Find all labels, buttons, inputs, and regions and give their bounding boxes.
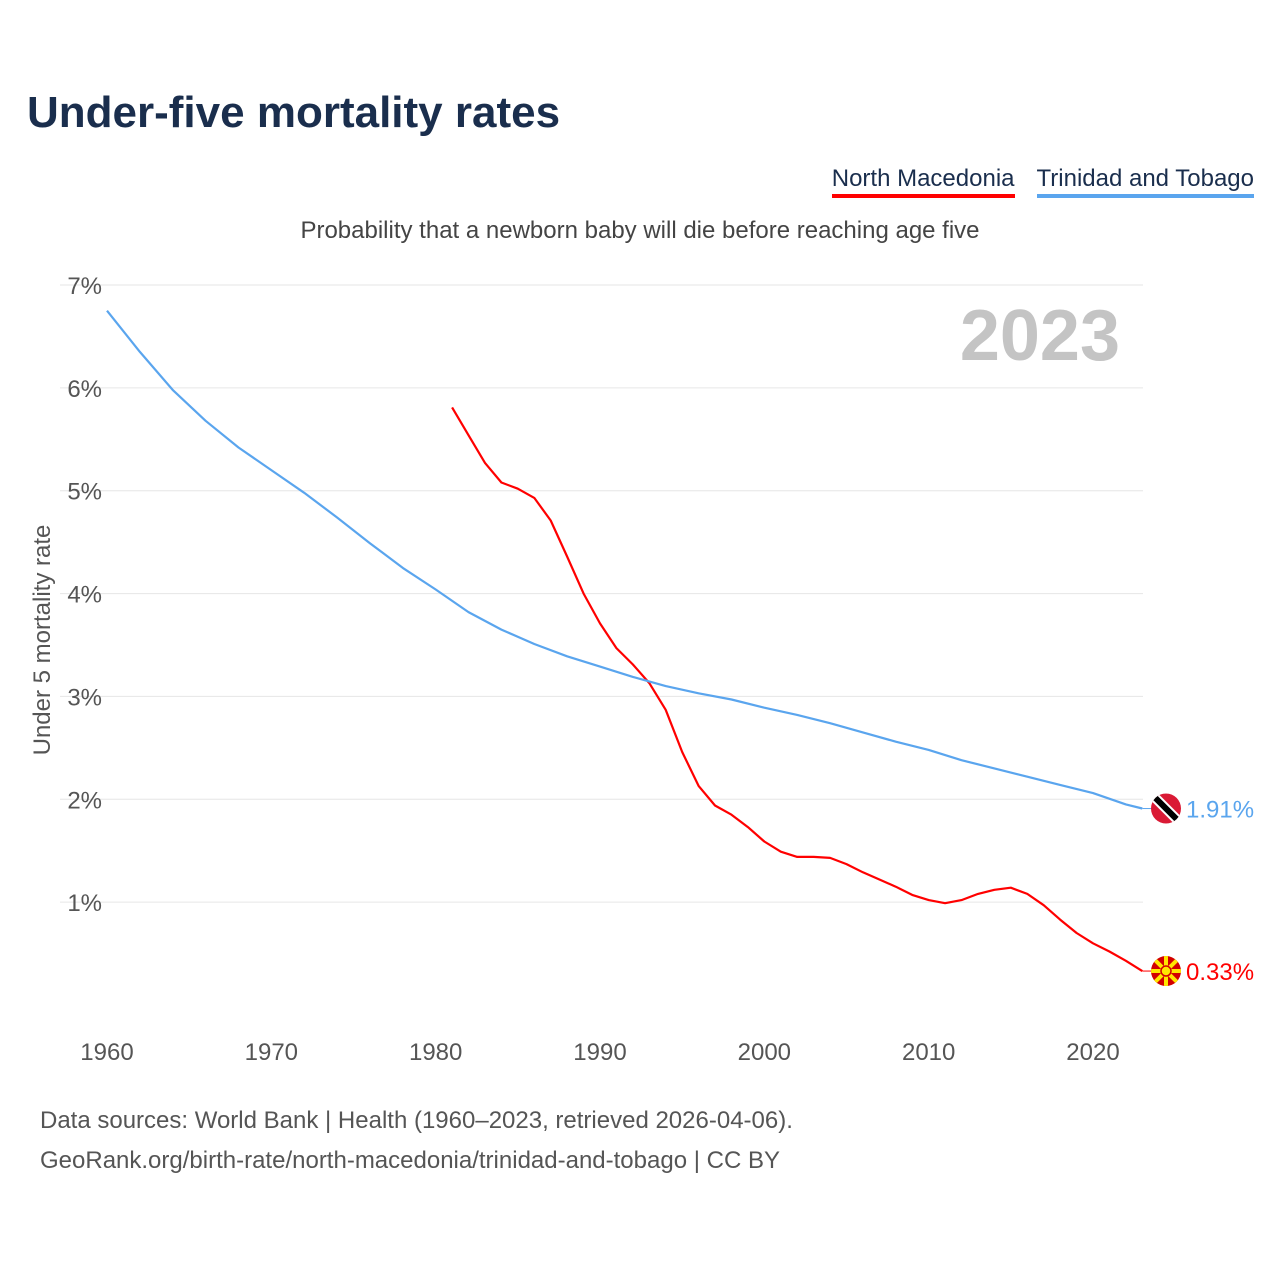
legend-trinidad-and-tobago[interactable]: Trinidad and Tobago xyxy=(1036,165,1254,198)
y-axis-label: Under 5 mortality rate xyxy=(29,525,56,756)
data-source: Data sources: World Bank | Health (1960–… xyxy=(40,1107,793,1134)
x-tick-label: 1990 xyxy=(573,1039,626,1066)
source-url: GeoRank.org/birth-rate/north-macedonia/t… xyxy=(40,1147,780,1174)
x-tick-label: 1960 xyxy=(80,1039,133,1066)
y-tick-label: 3% xyxy=(67,684,102,711)
end-value-label-trinidad-and-tobago: 1.91% xyxy=(1186,797,1254,824)
y-tick-label: 6% xyxy=(67,376,102,403)
y-tick-label: 7% xyxy=(67,273,102,300)
chart-subtitle: Probability that a newborn baby will die… xyxy=(300,217,980,244)
y-tick-label: 2% xyxy=(67,787,102,814)
end-value-label-north-macedonia: 0.33% xyxy=(1186,959,1254,986)
y-tick-label: 1% xyxy=(67,890,102,917)
year-label: 2023 xyxy=(960,296,1120,376)
trinidad-and-tobago-flag-icon xyxy=(1151,793,1181,824)
chart-title: Under-five mortality rates xyxy=(27,88,561,137)
y-tick-label: 5% xyxy=(67,479,102,506)
x-tick-label: 2000 xyxy=(738,1039,791,1066)
series-line-north-macedonia xyxy=(451,406,1143,973)
legend-north-macedonia[interactable]: North Macedonia xyxy=(831,165,1015,198)
x-tick-label: 1970 xyxy=(245,1039,298,1066)
x-tick-label: 2010 xyxy=(902,1039,955,1066)
y-tick-label: 4% xyxy=(67,582,102,609)
x-tick-label: 2020 xyxy=(1066,1039,1119,1066)
legend: North Macedonia Trinidad and Tobago xyxy=(831,165,1254,198)
north-macedonia-flag-icon xyxy=(1151,956,1181,987)
series-line-trinidad-and-tobago xyxy=(106,310,1143,810)
x-tick-label: 1980 xyxy=(409,1039,462,1066)
